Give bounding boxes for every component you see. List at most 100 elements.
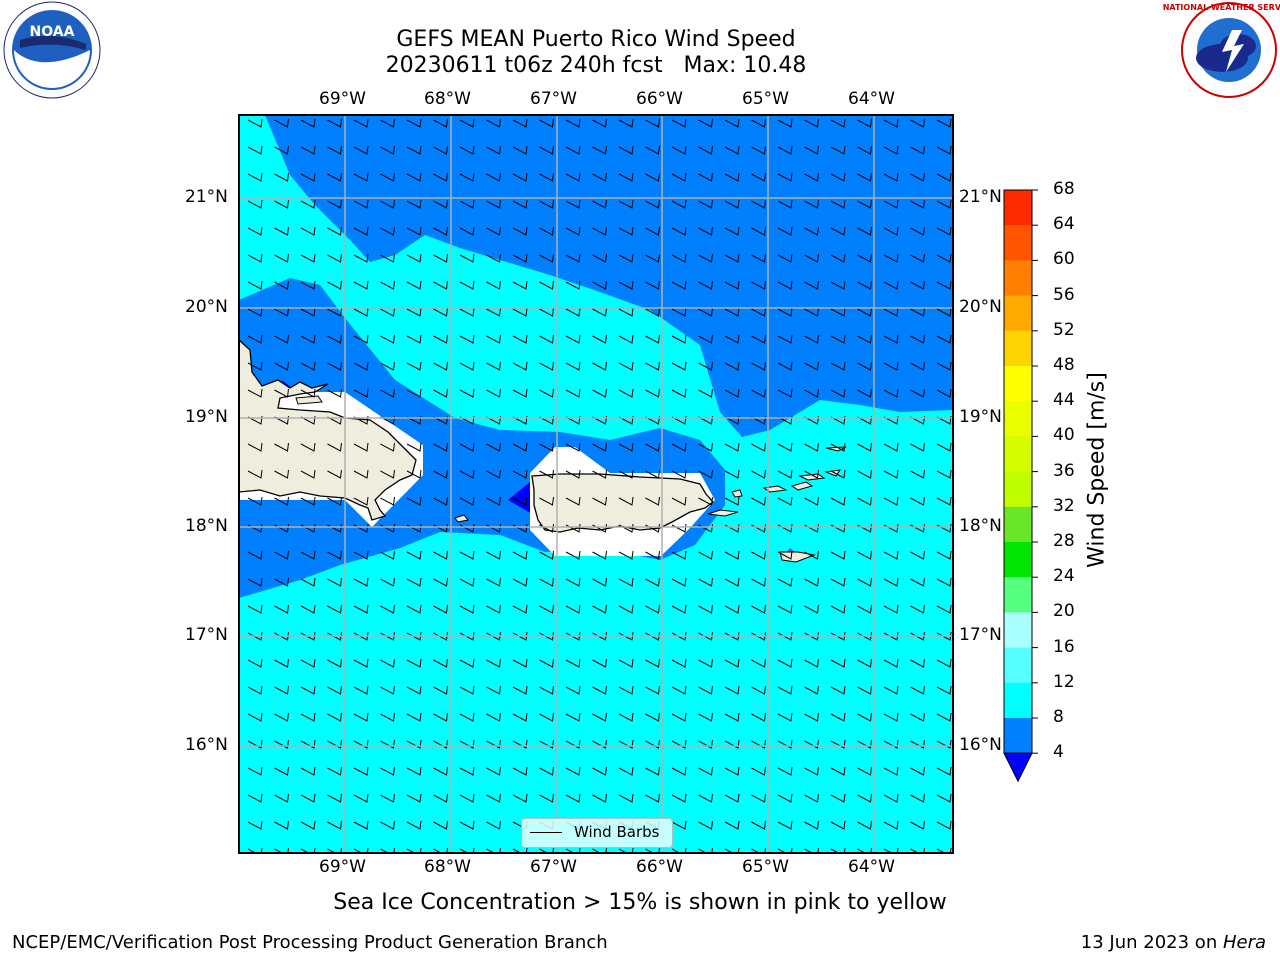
st-john-island (790, 481, 814, 491)
wind-barb (645, 334, 660, 344)
wind-barb (327, 685, 342, 695)
wind-barb (592, 658, 607, 668)
wind-barb (618, 118, 634, 128)
colorbar-band (1004, 225, 1032, 261)
wind-barb (433, 847, 448, 853)
wind-barb (857, 172, 872, 182)
wind-barb (459, 226, 475, 236)
wind-barb (539, 442, 554, 452)
wind-barb (406, 280, 422, 290)
wind-barb (592, 766, 607, 776)
wind-barb (300, 577, 316, 587)
wind-barb (751, 739, 766, 749)
wind-barb (327, 820, 342, 830)
wind-barb (486, 550, 501, 560)
wind-barb (565, 199, 581, 209)
wind-barb (565, 550, 581, 560)
wind-barb (777, 712, 793, 722)
wind-barb (804, 604, 819, 614)
wind-barb (910, 334, 925, 344)
wind-barb (592, 280, 607, 290)
wind-barb (512, 388, 528, 398)
wind-barb (327, 253, 342, 263)
wind-barb (618, 361, 634, 371)
wind-barb (936, 577, 952, 587)
wind-barb (883, 307, 899, 317)
wind-barb (353, 307, 369, 317)
wind-barb (618, 739, 634, 749)
wind-barb (406, 496, 422, 506)
wind-barbs (247, 118, 952, 853)
lat-label-left: 20°N (185, 297, 228, 317)
wind-barb (565, 712, 581, 722)
wind-barb (618, 550, 634, 560)
wind-barb (724, 226, 740, 236)
wind-barb (777, 577, 793, 587)
wind-barb (247, 172, 263, 182)
wind-barb (777, 334, 793, 344)
wind-barb (459, 199, 475, 209)
wind-barb (645, 145, 660, 155)
wind-barb (936, 442, 952, 452)
lat-label-right: 17°N (959, 625, 1002, 645)
wind-barb (936, 712, 952, 722)
wind-barb (353, 577, 369, 587)
wind-barb (274, 388, 289, 398)
wind-barb (857, 280, 872, 290)
wind-barb (380, 361, 395, 371)
wind-barb (830, 604, 846, 614)
wind-barb (857, 766, 872, 776)
wind-barb (274, 712, 289, 722)
wind-barb (618, 199, 634, 209)
wind-barb (380, 226, 395, 236)
wind-barb (512, 793, 528, 803)
wind-barb (883, 793, 899, 803)
wind-barb (751, 388, 766, 398)
wind-barb (327, 550, 342, 560)
lon-label-top: 69°W (319, 89, 366, 109)
wind-barb (936, 388, 952, 398)
wind-barb (910, 550, 925, 560)
nws-logo: NATIONAL WEATHER SERVICE (1163, 2, 1280, 98)
wind-barb (910, 847, 925, 853)
lat-label-right: 21°N (959, 187, 1002, 207)
wind-barb (380, 550, 395, 560)
wind-barb (910, 280, 925, 290)
wind-barb (406, 577, 422, 587)
wind-barb (751, 199, 766, 209)
wind-barb (433, 577, 448, 587)
wind-barb (910, 388, 925, 398)
wind-barb (857, 793, 872, 803)
wind-barb (724, 793, 740, 803)
wind-barb (883, 199, 899, 209)
wind-barb (459, 658, 475, 668)
wind-barb (433, 145, 448, 155)
wind-barb (486, 280, 501, 290)
colorbar-tick-label: 12 (1053, 671, 1075, 692)
wind-barb (910, 361, 925, 371)
wind-barb (512, 118, 528, 128)
wind-barb (512, 550, 528, 560)
lat-label-left: 21°N (185, 187, 228, 207)
wind-barb (433, 172, 448, 182)
wind-barb (592, 685, 607, 695)
wind-barb (857, 361, 872, 371)
wind-barb (910, 496, 925, 506)
wind-barb (512, 712, 528, 722)
wind-barb (353, 469, 369, 479)
wind-barb (406, 604, 422, 614)
wind-barb (751, 820, 766, 830)
wind-barb (857, 442, 872, 452)
wind-barb (936, 172, 952, 182)
lat-label-left: 16°N (185, 735, 228, 755)
wind-barb (406, 118, 422, 128)
wind-barb (433, 442, 448, 452)
wind-barb (830, 253, 846, 263)
wind-barb (751, 226, 766, 236)
wind-barb (777, 442, 793, 452)
wind-barb (698, 685, 713, 695)
wind-barb (459, 793, 475, 803)
wind-barb (618, 442, 634, 452)
chart-title: GEFS MEAN Puerto Rico Wind Speed (396, 27, 796, 52)
wind-barb (459, 577, 475, 587)
